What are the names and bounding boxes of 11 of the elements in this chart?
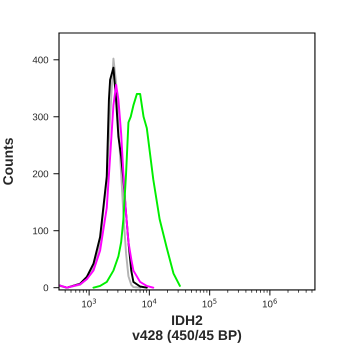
y-tick-label: 300 [32,113,48,120]
x-tick-label: 10$^{4}$ [142,298,156,308]
y-axis-title: Counts [3,138,13,185]
x-tick-label: 10$^{6}$ [262,298,277,308]
y-tick-label: 0 [44,284,48,292]
y-tick-label: 200 [32,170,48,178]
x-axis-title: IDH2 v428 (450/45 BP) [132,315,242,343]
y-tick-label: 100 [33,227,48,234]
y-tick-label: 400 [32,56,48,64]
x-tick-label: 10$^{5}$ [202,298,216,308]
x-tick-label: 10$^{3}$ [82,298,96,308]
